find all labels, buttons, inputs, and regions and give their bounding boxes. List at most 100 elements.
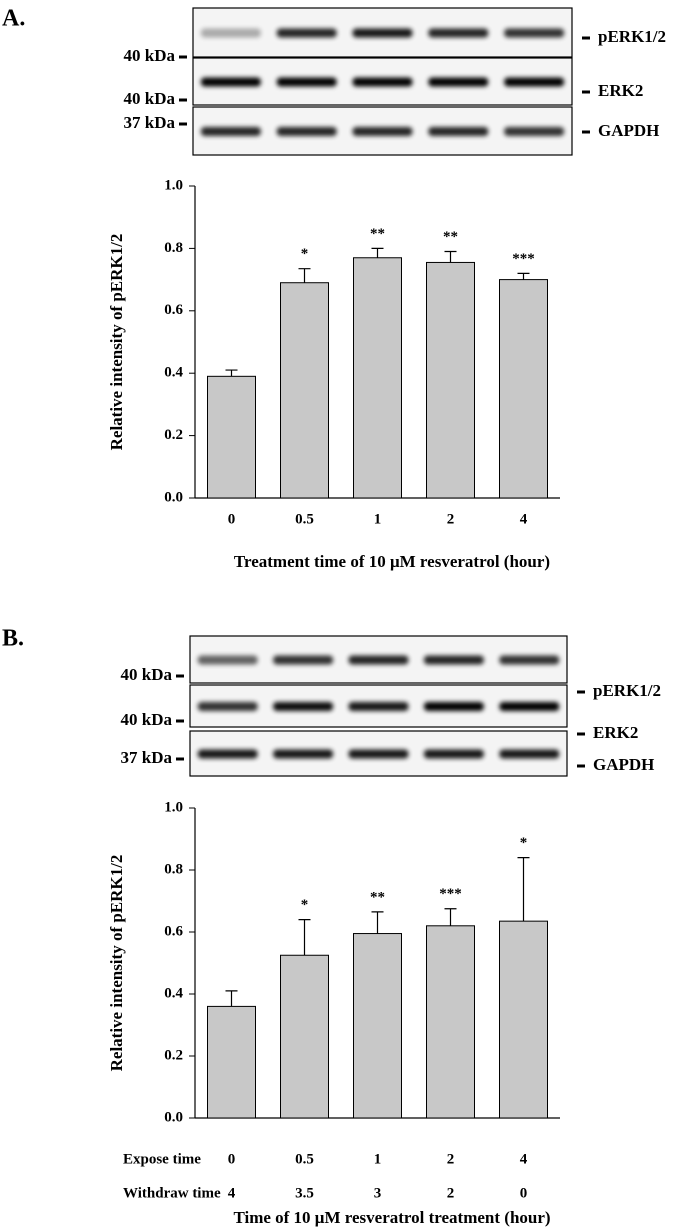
error-bar [298, 268, 311, 283]
x-tick-label: 2 [447, 1185, 455, 1201]
y-axis-label: Relative intensity of pERK1/2 [107, 234, 126, 451]
row-name: Expose time [123, 1151, 201, 1167]
significance: ** [443, 229, 458, 245]
blot-band [200, 77, 261, 87]
kda-marker: 37 kDa [121, 748, 173, 767]
y-tick-label: 0.4 [164, 985, 183, 1001]
error-bar [225, 369, 238, 377]
bar [280, 282, 329, 499]
y-tick-label: 0.2 [164, 427, 183, 443]
x-tick-label: 4 [228, 1185, 236, 1201]
blot-band [273, 749, 334, 759]
error-bar [444, 908, 457, 926]
bar [280, 954, 329, 1119]
bar [499, 279, 548, 499]
x-tick-label: 0.5 [295, 1151, 314, 1167]
bar [207, 1005, 256, 1119]
blot-band [352, 28, 413, 38]
error-bar [371, 247, 384, 258]
bar [499, 920, 548, 1119]
band-label: ERK2 [593, 723, 638, 742]
error-bar [517, 272, 530, 280]
blot-band [428, 77, 489, 87]
blot-band [197, 702, 258, 711]
blot-band [276, 28, 337, 38]
blot-band [499, 655, 560, 665]
band-label: GAPDH [598, 121, 659, 140]
blot-band [197, 655, 258, 665]
bar [353, 257, 402, 499]
blot-band [423, 749, 484, 759]
y-axis-label: Relative intensity of pERK1/2 [107, 855, 126, 1072]
error-bar [371, 911, 384, 934]
y-tick-label: 0.8 [164, 240, 183, 256]
blot-band [273, 655, 334, 665]
error-bar [298, 919, 311, 956]
blot-band [276, 127, 337, 136]
significance: *** [439, 886, 462, 902]
panel-label: B. [2, 626, 24, 652]
blot-band [352, 127, 413, 136]
significance: ** [370, 889, 385, 905]
blot-band [276, 77, 337, 87]
y-tick-label: 0.8 [164, 861, 183, 877]
bar [426, 261, 475, 499]
y-tick-label: 0.6 [164, 302, 183, 318]
band-label: ERK2 [598, 81, 643, 100]
x-tick-label: 0 [228, 511, 236, 527]
y-tick-label: 1.0 [164, 177, 183, 193]
x-tick-label: 2 [447, 511, 455, 527]
kda-marker: 40 kDa [124, 89, 176, 108]
panel-label: A. [2, 6, 25, 32]
x-tick-label: 4 [520, 1151, 528, 1167]
blot-band [504, 28, 565, 38]
band-label: pERK1/2 [593, 681, 661, 700]
y-tick-label: 0.0 [164, 489, 183, 505]
error-bar [225, 990, 238, 1007]
blot-band [348, 749, 409, 759]
bar [207, 375, 256, 499]
blot-band [504, 127, 565, 136]
x-tick-label: 3.5 [295, 1185, 314, 1201]
y-tick-label: 1.0 [164, 799, 183, 815]
blot-band [200, 28, 261, 38]
band-label: GAPDH [593, 755, 654, 774]
bar [353, 933, 402, 1119]
x-tick-label: 3 [374, 1185, 382, 1201]
significance: *** [512, 251, 535, 267]
error-bar [444, 250, 457, 263]
row-name: Withdraw time [123, 1185, 221, 1201]
kda-marker: 40 kDa [121, 665, 173, 684]
blot-band [428, 28, 489, 38]
x-axis-label: Time of 10 μM resveratrol treatment (hou… [233, 1208, 550, 1227]
x-tick-label: 2 [447, 1151, 455, 1167]
band-label: pERK1/2 [598, 27, 666, 46]
blot-band [499, 749, 560, 759]
significance: * [301, 246, 309, 262]
kda-marker: 37 kDa [124, 113, 176, 132]
blot-band [423, 655, 484, 665]
y-tick-label: 0.4 [164, 365, 183, 381]
x-tick-label: 0 [228, 1151, 236, 1167]
kda-marker: 40 kDa [121, 710, 173, 729]
y-tick-label: 0.0 [164, 1109, 183, 1125]
blot-band [273, 702, 334, 711]
significance: * [301, 897, 309, 913]
x-axis-label: Treatment time of 10 μM resveratrol (hou… [234, 552, 550, 571]
blot-band [499, 702, 560, 711]
blot-band [423, 702, 484, 711]
blot-band [504, 77, 565, 87]
x-tick-label: 0 [520, 1185, 528, 1201]
x-tick-label: 1 [374, 511, 382, 527]
x-tick-label: 4 [520, 511, 528, 527]
y-tick-label: 0.2 [164, 1047, 183, 1063]
bar [426, 925, 475, 1119]
x-tick-label: 0.5 [295, 511, 314, 527]
blot-band [428, 127, 489, 136]
blot-band [348, 702, 409, 711]
blot-band [348, 655, 409, 665]
y-tick-label: 0.6 [164, 923, 183, 939]
significance: * [520, 835, 528, 851]
significance: ** [370, 226, 385, 242]
